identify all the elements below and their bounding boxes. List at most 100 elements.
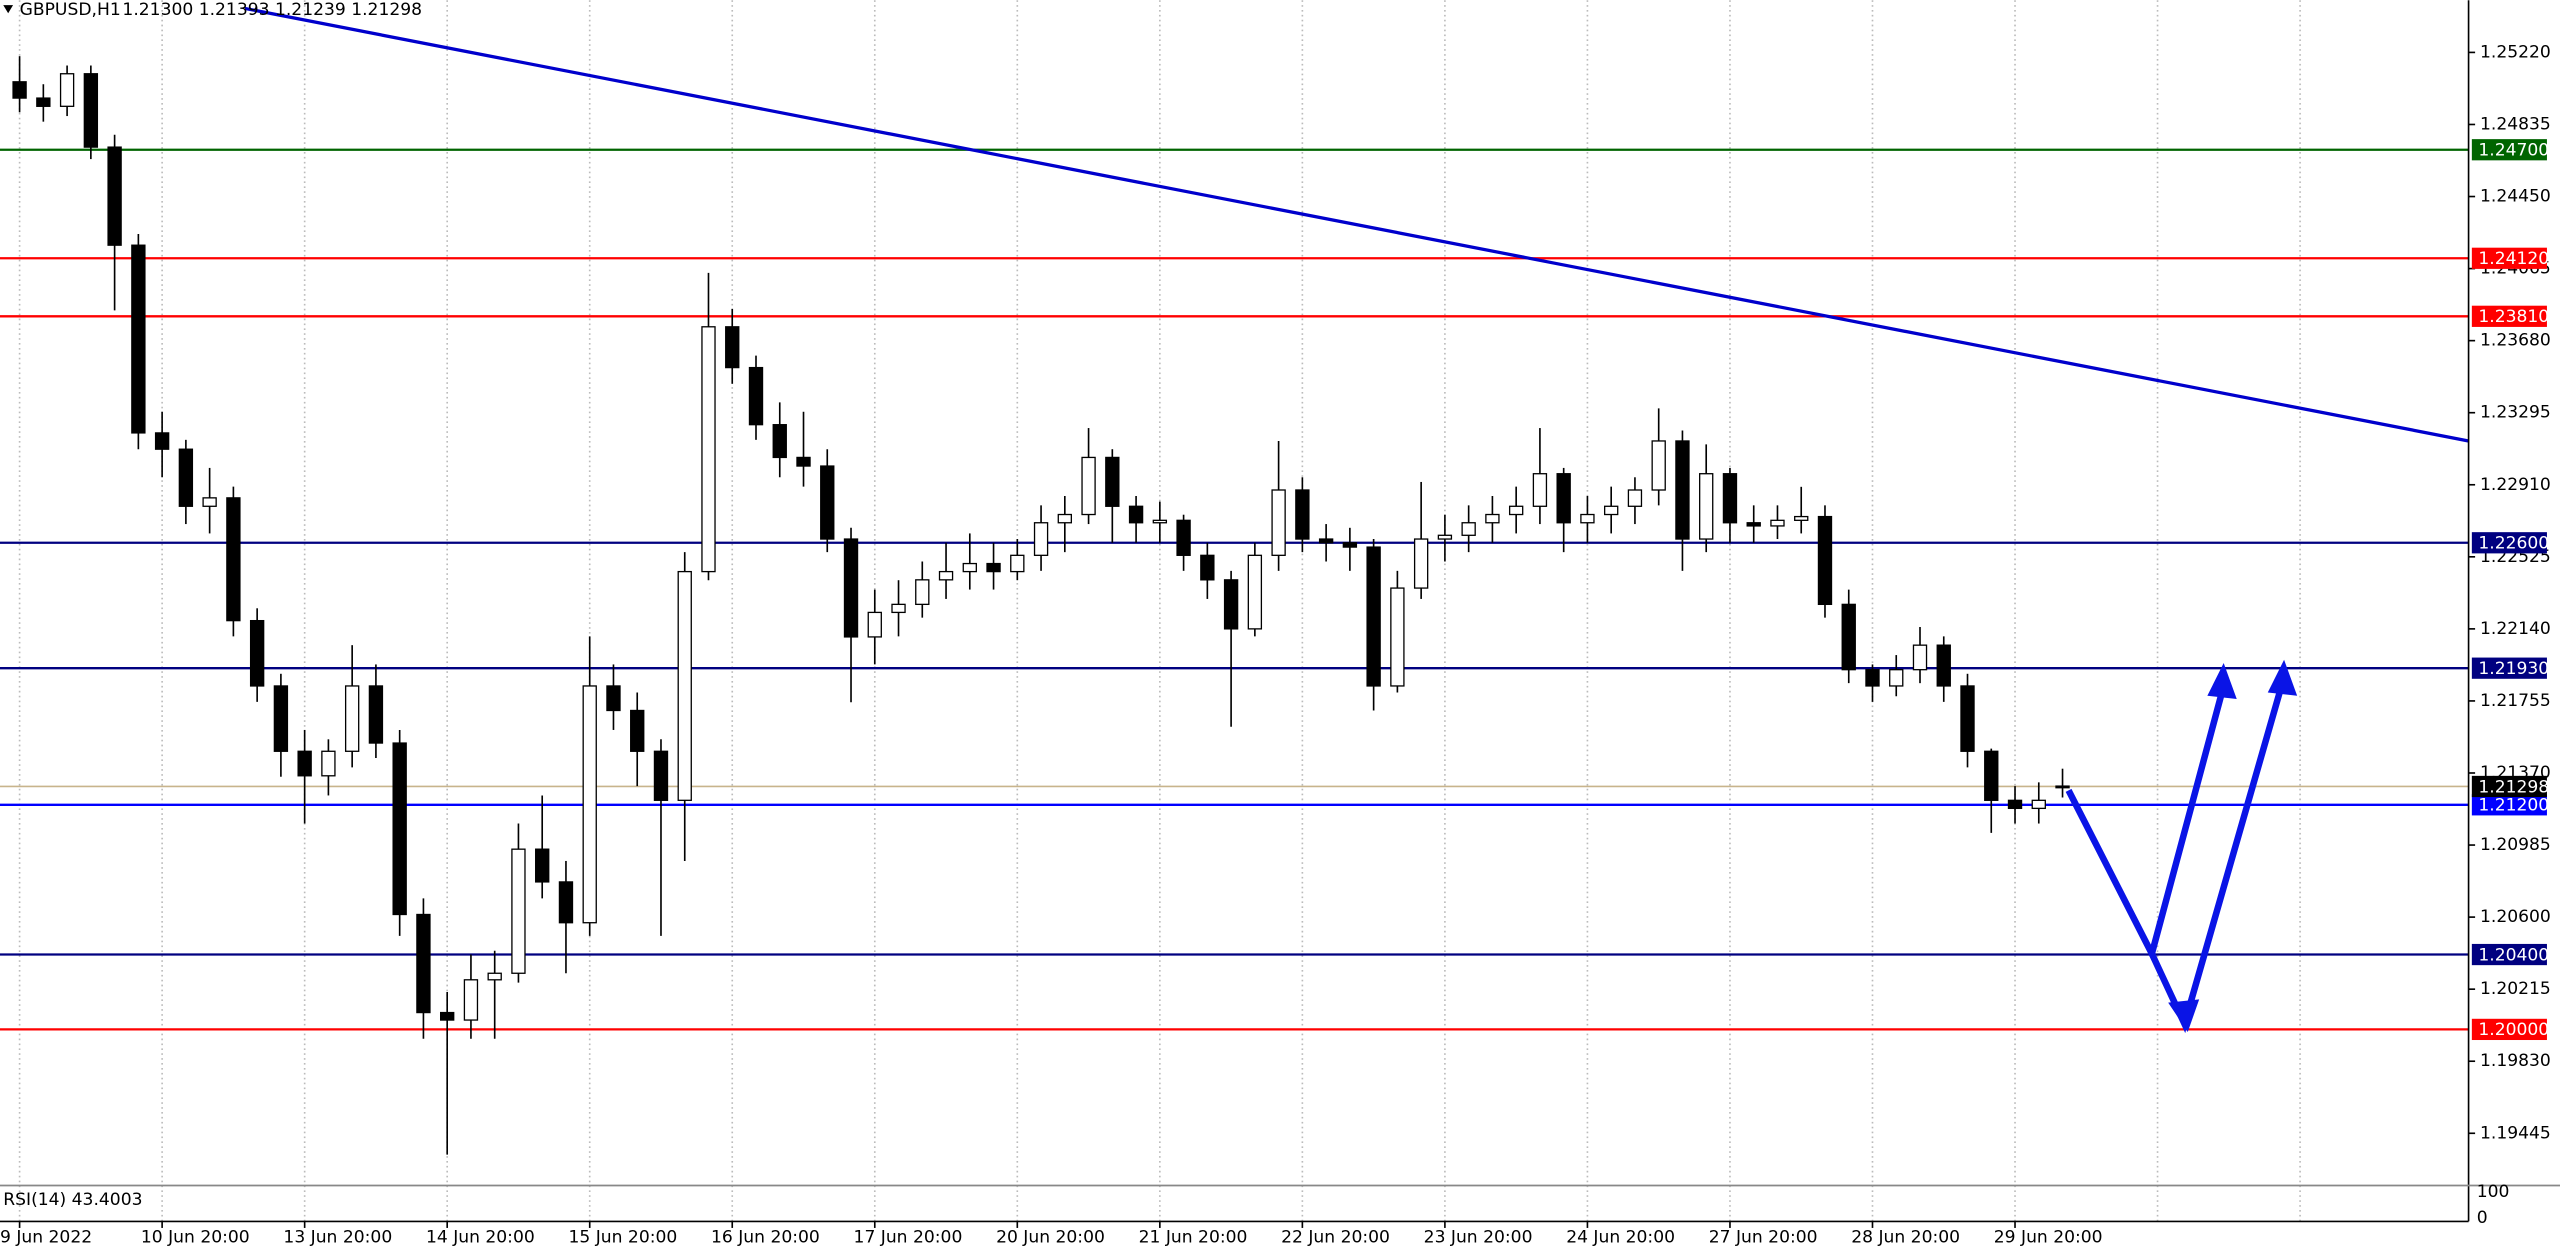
candle-body — [321, 750, 336, 777]
x-tick-label: 16 Jun 20:00 — [711, 1228, 820, 1248]
ohlc-values: 1.21300 1.21393 1.21239 1.21298 — [122, 0, 422, 20]
level-tag — [2471, 943, 2547, 966]
candle-body — [915, 579, 930, 606]
candle-body — [1318, 538, 1334, 544]
y-tick-label: 1.19830 — [2480, 1051, 2551, 1071]
rsi-label: RSI(14) 43.4003 — [3, 1190, 142, 1210]
level-label: 1.23810 — [2478, 307, 2549, 327]
candle-body — [392, 742, 407, 916]
y-tick-label: 1.19445 — [2480, 1123, 2551, 1143]
candle-body — [1746, 522, 1761, 527]
x-tick-label: 14 Jun 20:00 — [426, 1228, 535, 1248]
candle-body — [1033, 522, 1049, 556]
candles — [12, 56, 2070, 1155]
level-tag — [2471, 1018, 2547, 1041]
candle-body — [1105, 456, 1120, 507]
level-tag — [2471, 139, 2547, 161]
candle-body — [368, 685, 384, 744]
candle-body — [1794, 515, 1809, 521]
candle-body — [630, 709, 645, 752]
candle-body — [677, 570, 692, 801]
candle-body — [1461, 522, 1476, 536]
candle-body — [1247, 554, 1263, 630]
level-tag — [2471, 532, 2547, 554]
x-tick-label: 23 Jun 20:00 — [1424, 1228, 1533, 1248]
candle-body — [1936, 644, 1951, 687]
candle-body — [2007, 799, 2023, 810]
candle-body — [36, 97, 51, 107]
x-tick-label: 13 Jun 20:00 — [283, 1228, 392, 1248]
level-label: 1.21200 — [2478, 796, 2549, 816]
x-tick-label: 10 Jun 20:00 — [141, 1228, 250, 1248]
candle-body — [1841, 603, 1856, 671]
y-tick-label: 1.23295 — [2480, 403, 2551, 423]
candle-body — [535, 848, 550, 883]
symbol: GBPUSD,H1 — [20, 0, 121, 20]
levels — [0, 148, 2469, 1031]
level-label: 1.24700 — [2478, 141, 2549, 161]
candle-body — [1960, 685, 1975, 752]
candle-body — [1675, 440, 1690, 540]
x-tick-label: 21 Jun 20:00 — [1139, 1228, 1248, 1248]
candle-body — [1057, 513, 1073, 524]
level-tag — [2471, 305, 2547, 327]
candle-body — [1556, 473, 1571, 524]
candle-body — [1532, 473, 1548, 507]
candle-body — [1485, 513, 1500, 524]
candle-body — [962, 562, 977, 573]
candle-body — [1295, 489, 1310, 540]
candle-body — [1508, 505, 1524, 516]
candle-body — [725, 326, 740, 369]
x-tick-label: 27 Jun 20:00 — [1709, 1228, 1818, 1248]
candle-body — [439, 1011, 455, 1021]
candle-body — [1817, 515, 1833, 606]
candle-body — [1651, 440, 1666, 491]
candle-body — [1413, 538, 1429, 589]
y-tick-label: 1.20215 — [2480, 979, 2551, 999]
x-tick-label: 24 Jun 20:00 — [1566, 1228, 1675, 1248]
candle-body — [1722, 473, 1738, 524]
level-label: 1.21930 — [2478, 659, 2549, 679]
x-tick-label: 9 Jun 2022 — [0, 1228, 92, 1248]
level-tag — [2471, 657, 2547, 679]
candle-body — [1770, 519, 1785, 527]
arrow-head — [2168, 999, 2200, 1033]
x-tick-label: 29 Jun 20:00 — [1994, 1228, 2103, 1248]
y-tick-label: 1.24835 — [2480, 114, 2551, 134]
candle-body — [178, 448, 194, 507]
axes: 1.252201.248351.244501.240651.236801.232… — [0, 42, 2551, 1247]
candle-body — [1603, 505, 1619, 516]
menu-triangle — [3, 5, 14, 14]
level-label: 1.20000 — [2478, 1020, 2549, 1040]
candle-body — [154, 432, 170, 450]
candle-body — [249, 619, 265, 687]
candle-body — [463, 979, 479, 1021]
candle-body — [202, 497, 217, 507]
rsi-tick-label: 0 — [2477, 1208, 2488, 1228]
candle-body — [582, 685, 597, 924]
candle-body — [653, 750, 669, 801]
rsi-tick-label: 100 — [2477, 1182, 2510, 1202]
y-tick-label: 1.25220 — [2480, 42, 2551, 62]
y-tick-label: 1.20600 — [2480, 907, 2551, 927]
level-tag — [2471, 247, 2547, 269]
candle-body — [820, 465, 835, 540]
candle-body — [1390, 587, 1405, 687]
candle-body — [416, 913, 431, 1014]
candle-body — [2055, 785, 2070, 789]
candle-body — [772, 424, 787, 459]
candle-body — [558, 881, 574, 924]
candle-body — [344, 685, 360, 752]
level-tag — [2471, 794, 2547, 816]
candle-body — [12, 81, 27, 99]
last-price-tag — [2471, 775, 2547, 798]
candle-body — [1912, 644, 1928, 671]
candle-body — [606, 685, 621, 712]
x-tick-label: 28 Jun 20:00 — [1851, 1228, 1960, 1248]
arrow-head — [2207, 663, 2237, 699]
candle-body — [1271, 489, 1286, 556]
candle-body — [701, 326, 716, 573]
candle-body — [1366, 546, 1381, 687]
